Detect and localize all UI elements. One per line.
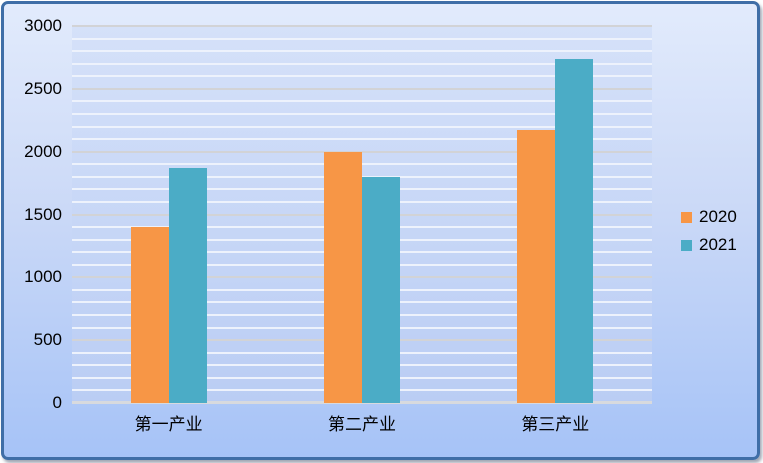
legend-swatch-icon <box>681 239 692 251</box>
bar-2021-第二产业[interactable] <box>362 176 400 403</box>
legend-swatch-icon <box>681 211 692 223</box>
y-axis-tick-label: 1000 <box>24 267 62 287</box>
gridline-minor <box>72 100 652 103</box>
legend-item-2020[interactable]: 2020 <box>681 207 737 227</box>
y-axis-tick-label: 2500 <box>24 78 62 98</box>
bar-2020-第一产业[interactable] <box>130 227 169 403</box>
y-axis-tick-label: 2000 <box>24 141 62 161</box>
y-axis-tick-label: 3000 <box>24 16 62 35</box>
plot-area <box>72 25 652 404</box>
y-axis-tick-label: 1500 <box>24 204 62 224</box>
gridline-major <box>72 150 652 153</box>
legend-item-2021[interactable]: 2021 <box>681 235 737 255</box>
x-axis-label-1: 第一产业 <box>134 415 203 435</box>
gridline-minor <box>72 138 652 141</box>
x-axis-label-2: 第二产业 <box>327 415 396 435</box>
bar-2020-第二产业[interactable] <box>324 151 362 403</box>
legend: 2020 2021 <box>681 207 737 263</box>
bar-2021-第一产业[interactable] <box>168 168 207 403</box>
legend-label: 2021 <box>699 235 737 254</box>
gridline-major <box>72 25 652 27</box>
gridline-minor <box>72 37 652 40</box>
gridline-major <box>72 87 652 90</box>
y-axis-tick-label: 0 <box>52 393 62 412</box>
gridline-minor <box>72 112 652 115</box>
x-axis-label-3: 第三产业 <box>521 415 590 435</box>
legend-label: 2020 <box>699 207 737 226</box>
y-axis-tick-label: 500 <box>33 330 62 350</box>
gridline-minor <box>72 75 652 78</box>
gridline-minor <box>72 163 652 166</box>
bar-2021-第三产业[interactable] <box>555 58 594 403</box>
gridline-minor <box>72 50 652 53</box>
bar-2020-第三产业[interactable] <box>517 129 556 403</box>
gridline-minor <box>72 125 652 128</box>
gridline-minor <box>72 62 652 65</box>
